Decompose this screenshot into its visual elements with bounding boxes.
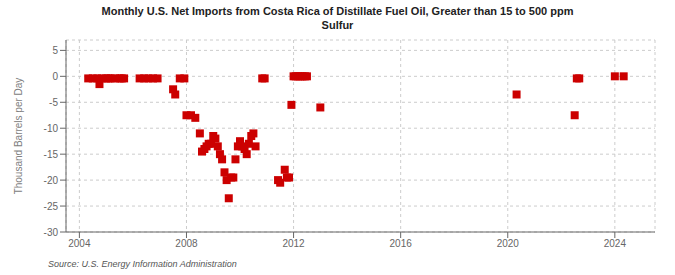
svg-text:-30: -30: [44, 227, 59, 238]
svg-text:2008: 2008: [175, 238, 198, 249]
svg-text:-20: -20: [44, 175, 59, 186]
svg-text:0: 0: [52, 71, 58, 82]
svg-text:-25: -25: [44, 201, 59, 212]
svg-text:-15: -15: [44, 149, 59, 160]
svg-text:2012: 2012: [282, 238, 305, 249]
html-text:Sulfur: Sulfur: [321, 19, 354, 31]
svg-text:5: 5: [52, 45, 58, 56]
svg-text:-5: -5: [49, 97, 58, 108]
svg-text:-10: -10: [44, 123, 59, 134]
svg-text:2016: 2016: [390, 238, 413, 249]
html-text:Source: U.S. Energy Informatio: Source: U.S. Energy Information Administ…: [48, 259, 237, 269]
svg-text:2024: 2024: [604, 238, 627, 249]
svg-text:Thousand Barrels per Day: Thousand Barrels per Day: [13, 78, 24, 195]
html-text:Monthly U.S. Net Imports from: Monthly U.S. Net Imports from Costa Rica…: [101, 5, 574, 17]
svg-text:2020: 2020: [497, 238, 520, 249]
svg-text:2004: 2004: [68, 238, 91, 249]
